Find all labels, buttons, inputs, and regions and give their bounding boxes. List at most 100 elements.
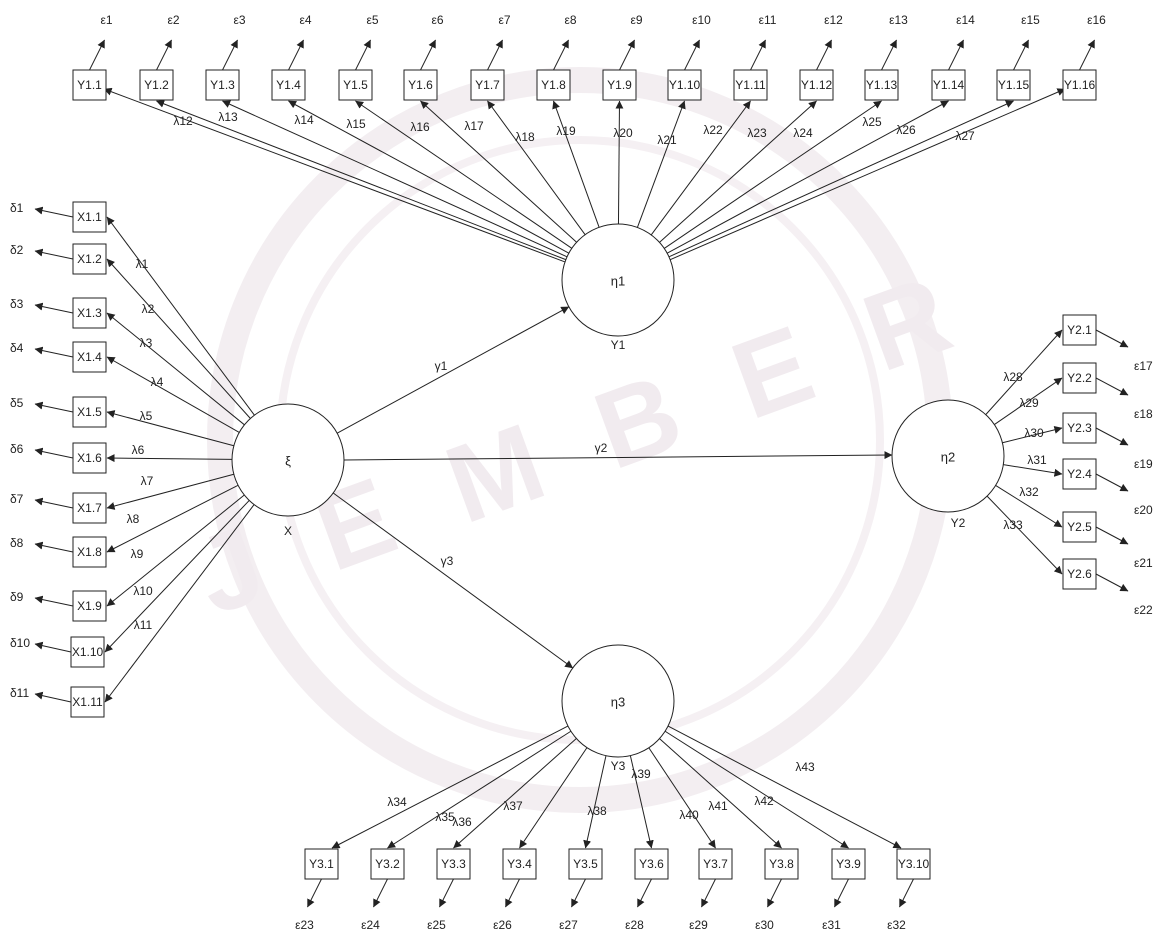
error-arrow-eps-22: [1095, 573, 1129, 592]
loading-arrow-y3-2: [387, 730, 572, 849]
error-arrow-eps-31: [834, 878, 849, 908]
loading-arrow-y3-9: [664, 730, 849, 849]
loading-label-y1-14: λ25: [862, 115, 882, 129]
error-label-eps-1: ε1: [100, 13, 112, 27]
indicator-box-y3-5-label: Y3.5: [573, 857, 598, 871]
indicator-box-y3-4-label: Y3.4: [507, 857, 532, 871]
error-label-delta-9: δ9: [10, 590, 24, 604]
error-label-eps-30: ε30: [755, 918, 774, 932]
path-label-gamma1: γ1: [435, 359, 448, 373]
error-arrow-eps-18: [1095, 377, 1129, 396]
indicator-box-y1-7-label: Y1.7: [475, 78, 500, 92]
error-arrow-eps-1: [89, 39, 105, 71]
loading-label-y3-5: λ38: [587, 804, 607, 818]
error-arrow-delta-8: [34, 541, 74, 553]
loading-arrow-y1-14: [666, 100, 949, 254]
loading-label-x-7: λ7: [141, 474, 154, 488]
error-label-eps-28: ε28: [625, 918, 644, 932]
indicator-box-y3-8-label: Y3.8: [769, 857, 794, 871]
error-arrow-delta-2: [34, 248, 74, 260]
error-label-eps-8: ε8: [564, 13, 576, 27]
loading-arrow-y3-3: [453, 738, 577, 849]
loading-arrow-x-1: [106, 216, 255, 416]
indicator-box-x1-5: [72, 396, 107, 428]
loading-arrow-y2-3: [1002, 425, 1063, 444]
error-arrow-eps-13: [881, 39, 897, 71]
error-label-eps-14: ε14: [956, 13, 975, 27]
indicator-box-y3-7-label: Y3.7: [703, 857, 728, 871]
error-arrow-delta-1: [34, 206, 74, 218]
indicator-box-y1-16-label: Y1.16: [1064, 78, 1096, 92]
loading-arrow-y1-1: [103, 87, 566, 263]
error-label-eps-21: ε21: [1134, 556, 1153, 570]
error-label-delta-6: δ6: [10, 442, 24, 456]
loading-label-y3-2: λ35: [435, 810, 455, 824]
indicator-box-y1-12: [799, 69, 834, 101]
indicator-box-y1-1-label: Y1.1: [77, 78, 102, 92]
error-arrow-eps-26: [505, 878, 520, 908]
indicator-box-y1-5: [338, 69, 373, 101]
loading-arrow-y1-6: [420, 100, 577, 243]
error-label-eps-25: ε25: [427, 918, 446, 932]
indicator-box-y1-2-label: Y1.2: [144, 78, 169, 92]
indicator-box-y1-9-label: Y1.9: [607, 78, 632, 92]
indicator-box-y2-5-label: Y2.5: [1067, 520, 1092, 534]
latent-symbol-eta2: η2: [941, 449, 955, 464]
indicator-box-y3-7: [698, 848, 733, 880]
indicator-box-x1-7-label: X1.7: [77, 501, 102, 515]
indicator-box-x1-1-label: X1.1: [77, 210, 102, 224]
error-arrow-eps-25: [439, 878, 454, 908]
indicator-box-y3-10: [896, 848, 931, 880]
indicator-box-y3-2-label: Y3.2: [375, 857, 400, 871]
indicator-box-y1-15-label: Y1.15: [998, 78, 1030, 92]
error-arrow-delta-4: [34, 346, 74, 358]
loading-arrow-x-10: [104, 500, 250, 653]
indicator-box-y1-13-label: Y1.13: [866, 78, 898, 92]
error-label-eps-16: ε16: [1087, 13, 1106, 27]
path-gamma2: [343, 451, 893, 461]
indicator-box-x1-3-label: X1.3: [77, 306, 102, 320]
loading-arrow-x-4: [106, 356, 240, 433]
error-label-eps-5: ε5: [366, 13, 378, 27]
error-arrow-eps-21: [1095, 526, 1129, 545]
indicator-box-y1-4-label: Y1.4: [276, 78, 301, 92]
error-arrow-eps-15: [1013, 39, 1029, 71]
loading-arrow-y1-4: [288, 100, 570, 254]
indicator-box-y1-16: [1062, 69, 1097, 101]
loading-label-y1-2: λ13: [218, 110, 238, 124]
error-label-eps-12: ε12: [824, 13, 843, 27]
indicator-box-y1-8: [536, 69, 571, 101]
error-label-delta-8: δ8: [10, 536, 24, 550]
loading-arrow-y1-7: [487, 100, 586, 235]
indicator-box-y1-4: [271, 69, 306, 101]
indicator-box-y2-5: [1062, 511, 1097, 543]
indicator-box-y3-1: [304, 848, 339, 880]
error-label-delta-7: δ7: [10, 492, 24, 506]
indicator-box-x1-2-label: X1.2: [77, 252, 102, 266]
error-label-eps-17: ε17: [1134, 359, 1153, 373]
indicator-box-y1-12-label: Y1.12: [801, 78, 833, 92]
loading-arrow-x-9: [106, 494, 245, 607]
error-arrow-eps-29: [701, 878, 716, 908]
indicator-box-x1-11: [70, 686, 105, 718]
error-arrow-eps-16: [1079, 39, 1095, 71]
indicator-box-x1-1: [72, 201, 107, 233]
loading-arrow-x-7: [106, 473, 234, 510]
error-label-eps-32: ε32: [887, 918, 906, 932]
indicator-box-x1-8-label: X1.8: [77, 545, 102, 559]
indicator-box-y2-3: [1062, 412, 1097, 444]
indicator-box-y3-1-label: Y3.1: [309, 857, 334, 871]
error-arrow-eps-11: [750, 39, 766, 71]
indicator-box-y1-14-label: Y1.14: [933, 78, 965, 92]
indicator-box-y3-6: [634, 848, 669, 880]
error-arrow-eps-20: [1095, 473, 1129, 492]
error-arrow-delta-5: [34, 401, 74, 413]
loading-label-x-2: λ2: [142, 302, 155, 316]
error-arrow-delta-3: [34, 302, 74, 314]
indicator-box-x1-4-label: X1.4: [77, 350, 102, 364]
loading-arrow-y3-6: [629, 755, 654, 849]
loading-label-y1-15: λ26: [896, 123, 916, 137]
latent-symbol-eta1: η1: [611, 273, 625, 288]
error-label-eps-27: ε27: [559, 918, 578, 932]
